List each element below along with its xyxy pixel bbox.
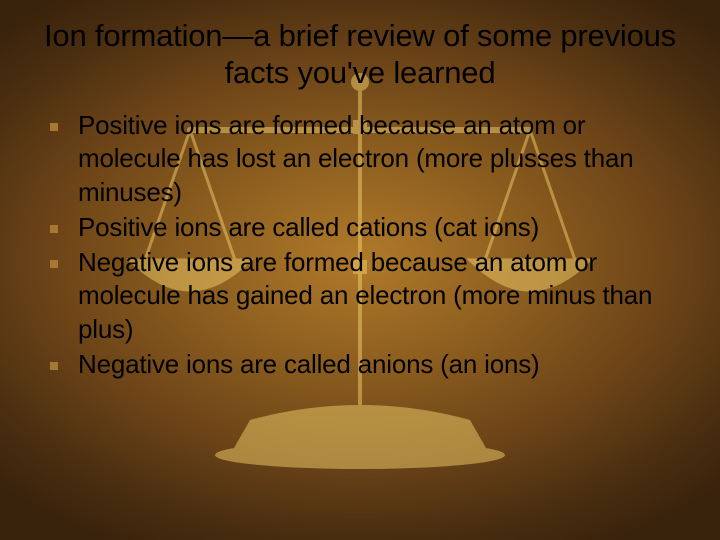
bullet-text: Positive ions are formed because an atom… [78, 110, 633, 207]
bullet-marker-icon [50, 225, 58, 233]
bullet-marker-icon [50, 362, 58, 370]
bullet-text: Negative ions are called anions (an ions… [78, 349, 540, 379]
bullet-text: Negative ions are formed because an atom… [78, 247, 652, 344]
slide-title: Ion formation—a brief review of some pre… [28, 18, 692, 91]
bullet-marker-icon [50, 260, 58, 268]
bullet-item: Positive ions are formed because an atom… [50, 109, 692, 209]
bullet-item: Negative ions are called anions (an ions… [50, 348, 692, 381]
bullet-item: Positive ions are called cations (cat io… [50, 211, 692, 244]
bullet-item: Negative ions are formed because an atom… [50, 246, 692, 346]
slide-content: Ion formation—a brief review of some pre… [0, 0, 720, 540]
bullet-list: Positive ions are formed because an atom… [28, 109, 692, 381]
bullet-marker-icon [50, 123, 58, 131]
bullet-text: Positive ions are called cations (cat io… [78, 212, 539, 242]
